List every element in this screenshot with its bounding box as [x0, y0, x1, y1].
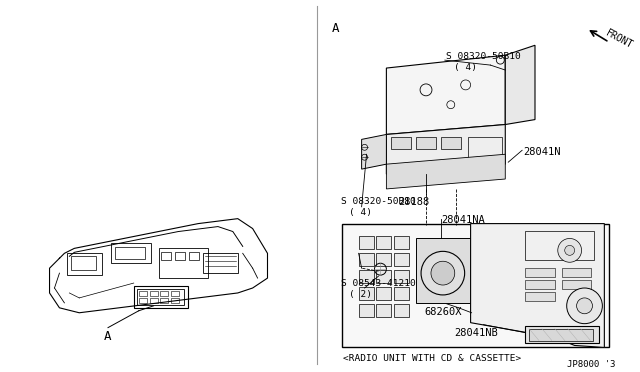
Text: 68260X: 68260X	[424, 307, 461, 317]
Bar	[137, 289, 184, 305]
Bar	[67, 253, 102, 275]
Bar	[562, 280, 591, 289]
Polygon shape	[505, 45, 535, 125]
Text: FRONT: FRONT	[604, 28, 635, 51]
Bar	[394, 237, 409, 249]
Bar	[358, 270, 374, 283]
Bar	[376, 237, 391, 249]
Text: A: A	[332, 22, 339, 35]
Text: A: A	[104, 330, 111, 343]
Bar	[441, 137, 461, 149]
Polygon shape	[470, 224, 604, 347]
Bar	[159, 248, 208, 278]
Bar	[161, 291, 168, 296]
Bar	[394, 253, 409, 266]
Bar	[175, 252, 185, 260]
Circle shape	[431, 261, 455, 285]
Text: JP8000 '3: JP8000 '3	[566, 360, 615, 369]
Bar	[391, 137, 411, 149]
Bar	[529, 328, 593, 340]
Bar	[394, 287, 409, 300]
Bar	[342, 224, 609, 347]
Polygon shape	[387, 154, 505, 189]
Text: 28041NB: 28041NB	[454, 328, 497, 338]
Text: <RADIO UNIT WITH CD & CASSETTE>: <RADIO UNIT WITH CD & CASSETTE>	[343, 355, 521, 363]
Bar	[150, 291, 157, 296]
Bar	[525, 292, 555, 301]
Circle shape	[421, 251, 465, 295]
Bar	[525, 268, 555, 277]
Bar	[172, 298, 179, 303]
Bar	[525, 231, 595, 260]
Bar	[115, 247, 145, 259]
Polygon shape	[387, 125, 505, 174]
Bar	[139, 291, 147, 296]
Bar	[358, 253, 374, 266]
Bar	[562, 268, 591, 277]
Text: ( 4): ( 4)	[454, 63, 477, 72]
Bar	[376, 304, 391, 317]
Bar	[203, 253, 238, 273]
Bar	[134, 286, 188, 308]
Circle shape	[564, 246, 575, 255]
Bar	[71, 256, 96, 270]
Circle shape	[558, 238, 582, 262]
Polygon shape	[387, 55, 505, 134]
Text: 28041N: 28041N	[523, 147, 561, 157]
Text: ( 4): ( 4)	[349, 208, 372, 217]
Text: ( 2): ( 2)	[349, 290, 372, 299]
Bar	[468, 137, 502, 162]
Bar	[525, 280, 555, 289]
Circle shape	[566, 288, 602, 324]
Text: 28041NA: 28041NA	[441, 215, 484, 225]
Bar	[150, 298, 157, 303]
Bar	[376, 270, 391, 283]
Bar	[376, 287, 391, 300]
Bar	[172, 291, 179, 296]
Polygon shape	[362, 134, 387, 169]
Bar	[358, 304, 374, 317]
Bar	[394, 270, 409, 283]
Text: S 08320-50B10: S 08320-50B10	[341, 197, 415, 206]
Bar	[161, 252, 172, 260]
Bar	[416, 238, 470, 303]
Bar	[161, 298, 168, 303]
Text: S 08320-50B10: S 08320-50B10	[446, 52, 520, 61]
Bar	[416, 137, 436, 149]
Text: 28188: 28188	[398, 197, 429, 207]
Circle shape	[577, 298, 593, 314]
Text: S 08543-41210: S 08543-41210	[341, 279, 415, 288]
Bar	[111, 243, 150, 263]
Bar	[189, 252, 199, 260]
Bar	[139, 298, 147, 303]
Bar	[376, 253, 391, 266]
Bar	[394, 304, 409, 317]
Bar	[358, 287, 374, 300]
Bar	[358, 237, 374, 249]
Bar	[525, 326, 600, 343]
